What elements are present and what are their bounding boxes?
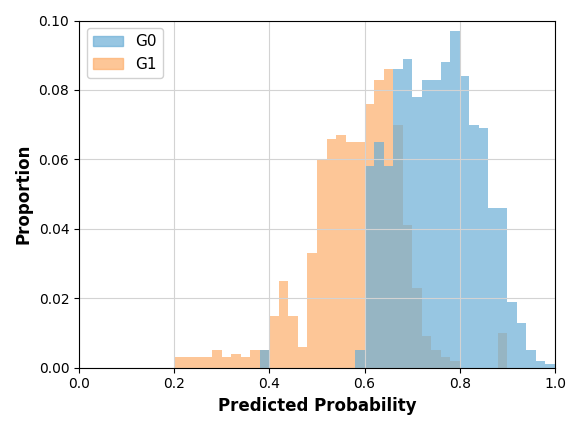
Bar	[441, 357, 450, 368]
Bar	[288, 316, 298, 368]
Bar	[355, 350, 365, 368]
Bar	[431, 350, 441, 368]
Bar	[536, 361, 546, 368]
Bar	[507, 302, 517, 368]
Bar	[260, 350, 270, 368]
Bar	[250, 350, 260, 368]
Bar	[336, 135, 346, 368]
Bar	[260, 350, 270, 368]
Bar	[383, 69, 393, 368]
Bar	[422, 80, 431, 368]
Bar	[441, 62, 450, 368]
Bar	[393, 69, 403, 368]
Bar	[174, 357, 184, 368]
Bar	[526, 350, 536, 368]
Bar	[450, 31, 460, 368]
Bar	[403, 58, 412, 368]
Bar	[546, 364, 555, 368]
Bar	[479, 128, 489, 368]
Bar	[498, 333, 507, 368]
Bar	[365, 104, 374, 368]
Bar	[431, 80, 441, 368]
Bar	[346, 142, 355, 368]
Bar	[460, 76, 469, 368]
Bar	[450, 361, 460, 368]
Bar	[355, 142, 365, 368]
X-axis label: Predicted Probability: Predicted Probability	[218, 397, 417, 415]
Bar	[212, 350, 222, 368]
Bar	[317, 160, 327, 368]
Bar	[307, 253, 317, 368]
Bar	[383, 166, 393, 368]
Bar	[412, 288, 422, 368]
Y-axis label: Proportion: Proportion	[15, 144, 33, 244]
Bar	[422, 336, 431, 368]
Legend: G0, G1: G0, G1	[87, 28, 163, 78]
Bar	[203, 357, 212, 368]
Bar	[374, 142, 383, 368]
Bar	[222, 357, 231, 368]
Bar	[517, 322, 526, 368]
Bar	[374, 80, 383, 368]
Bar	[231, 354, 241, 368]
Bar	[184, 357, 193, 368]
Bar	[393, 125, 403, 368]
Bar	[469, 125, 479, 368]
Bar	[412, 97, 422, 368]
Bar	[298, 347, 307, 368]
Bar	[193, 357, 203, 368]
Bar	[403, 225, 412, 368]
Bar	[270, 316, 279, 368]
Bar	[365, 166, 374, 368]
Bar	[498, 208, 507, 368]
Bar	[489, 208, 498, 368]
Bar	[279, 281, 288, 368]
Bar	[327, 138, 336, 368]
Bar	[241, 357, 250, 368]
